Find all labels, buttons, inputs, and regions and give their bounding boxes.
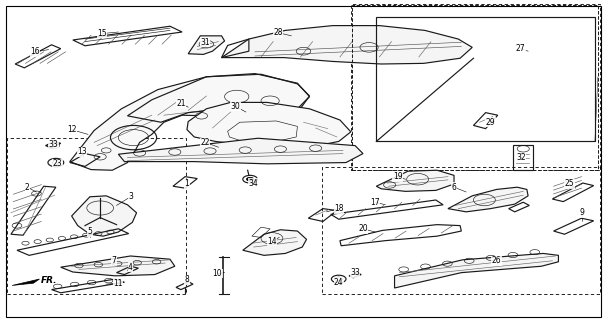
Text: 31: 31: [200, 38, 210, 47]
Polygon shape: [118, 138, 363, 164]
Text: 9: 9: [579, 208, 584, 217]
Bar: [7, 138, 186, 294]
Polygon shape: [72, 196, 137, 236]
Polygon shape: [187, 102, 351, 148]
Text: 22: 22: [200, 138, 210, 147]
Text: 7: 7: [112, 256, 117, 265]
Text: 6: 6: [452, 183, 456, 192]
Text: 2: 2: [25, 183, 30, 192]
Text: 32: 32: [516, 153, 526, 162]
Polygon shape: [188, 36, 225, 54]
Text: 24: 24: [334, 278, 344, 287]
Polygon shape: [376, 170, 454, 191]
Bar: [351, 4, 600, 170]
Polygon shape: [395, 253, 558, 288]
Polygon shape: [70, 74, 310, 170]
Text: 34: 34: [249, 179, 259, 188]
Text: 10: 10: [212, 269, 222, 278]
Text: 21: 21: [176, 99, 186, 108]
Text: 30: 30: [231, 102, 240, 111]
Text: 26: 26: [492, 256, 501, 265]
Text: FR.: FR.: [41, 276, 58, 285]
Text: 13: 13: [77, 148, 87, 156]
Text: 33: 33: [350, 268, 360, 277]
Text: 3: 3: [128, 192, 133, 201]
Polygon shape: [222, 26, 472, 64]
Text: 25: 25: [565, 180, 574, 188]
Text: 12: 12: [67, 125, 76, 134]
Circle shape: [246, 177, 254, 181]
Text: 16: 16: [30, 47, 40, 56]
Text: 19: 19: [393, 172, 402, 181]
Text: 27: 27: [516, 44, 526, 53]
Text: 8: 8: [185, 276, 189, 284]
Polygon shape: [12, 279, 39, 285]
Text: 18: 18: [334, 204, 344, 213]
Text: 20: 20: [358, 224, 368, 233]
Text: 14: 14: [267, 237, 277, 246]
Polygon shape: [61, 256, 175, 276]
Polygon shape: [243, 230, 307, 255]
Text: 29: 29: [486, 118, 495, 127]
Text: 1: 1: [185, 180, 189, 188]
Text: 33: 33: [49, 140, 58, 149]
Text: 15: 15: [97, 29, 107, 38]
Text: 17: 17: [370, 198, 380, 207]
Text: 5: 5: [87, 228, 92, 236]
Text: 11: 11: [114, 279, 123, 288]
Text: 23: 23: [53, 159, 63, 168]
Text: 28: 28: [273, 28, 283, 37]
Text: 4: 4: [128, 263, 133, 272]
Polygon shape: [448, 187, 528, 212]
Bar: [322, 167, 600, 294]
